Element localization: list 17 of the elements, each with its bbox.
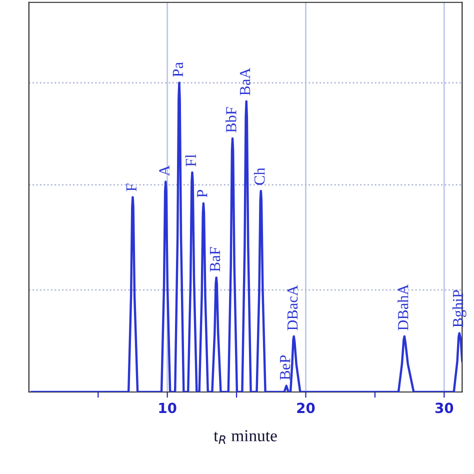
annotation: BghiP — [452, 290, 466, 328]
x-axis-title: t$_{R}$ minute — [214, 430, 277, 444]
annotation: DBahA — [398, 284, 408, 330]
annotation: BaF — [210, 247, 220, 272]
x-tick-label: 20 — [297, 402, 315, 414]
annotation: BbF — [226, 107, 236, 132]
annotation: A — [159, 165, 170, 176]
annotation: DBacA — [287, 285, 298, 330]
annotation: F — [126, 184, 136, 192]
annotation: BeP — [280, 355, 290, 380]
annotation: P — [197, 190, 208, 198]
annotation: Ch — [254, 168, 265, 185]
annotation: Pa — [172, 62, 184, 77]
annotation: Fl — [185, 154, 196, 166]
x-tick-label: 30 — [435, 402, 454, 414]
x-tick-label: 10 — [159, 402, 176, 414]
annotation: BaA — [240, 68, 250, 96]
